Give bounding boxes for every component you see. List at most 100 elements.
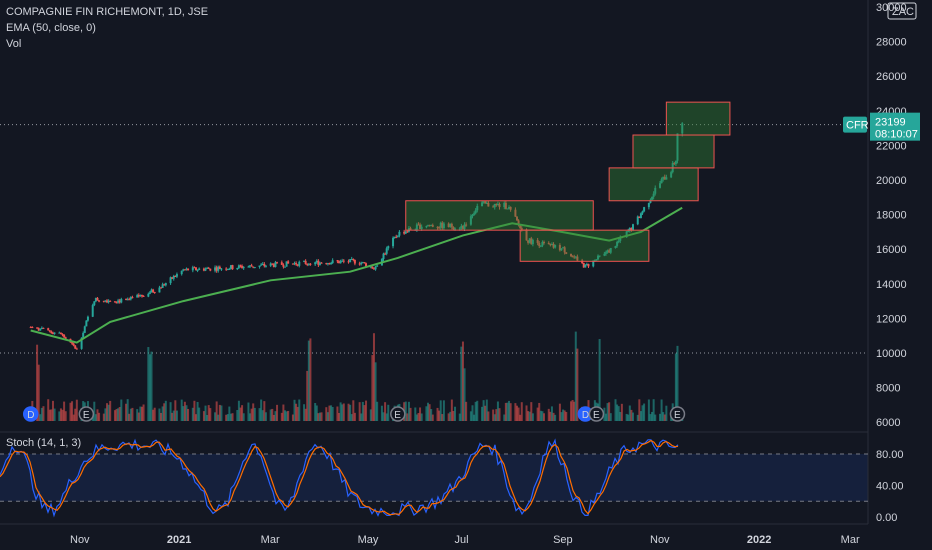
candle-body	[385, 248, 388, 254]
y-tick-label: 8000	[876, 383, 900, 395]
volume-bar	[161, 406, 164, 421]
candle-body	[608, 250, 611, 253]
candle-body	[514, 209, 517, 217]
candle-body	[50, 331, 53, 334]
candle-body	[631, 224, 634, 231]
volume-bar	[674, 353, 677, 421]
y-tick-label: 6000	[876, 417, 900, 429]
candle-body	[131, 297, 134, 299]
candle-body	[395, 236, 398, 238]
candle-body	[150, 289, 153, 293]
volume-bar	[326, 412, 329, 421]
volume-bar	[249, 413, 252, 421]
candle-body	[53, 332, 56, 334]
volume-bar	[187, 408, 190, 421]
candle-body	[303, 260, 306, 262]
candle-body	[214, 267, 217, 271]
volume-bar	[482, 400, 485, 421]
candle-body	[525, 229, 528, 241]
candle-body	[495, 203, 498, 205]
volume-bar	[492, 409, 495, 421]
candle-body	[415, 224, 418, 230]
volume-bar	[465, 401, 468, 421]
volume-bar	[630, 409, 633, 421]
candle-body	[593, 259, 596, 261]
y-tick-label: 30000	[876, 2, 907, 14]
candle-body	[465, 224, 468, 226]
candle-body	[59, 332, 62, 335]
candle-body	[438, 227, 441, 229]
volume-bar	[643, 403, 646, 421]
volume-bar	[425, 406, 428, 421]
candle-body	[330, 263, 333, 265]
volume-bar	[75, 399, 78, 421]
candle-body	[198, 268, 201, 270]
y-tick-label: 28000	[876, 37, 907, 49]
volume-bar	[651, 411, 654, 421]
volume-bar	[303, 404, 306, 421]
volume-bar	[72, 414, 75, 421]
candle-body	[261, 264, 264, 266]
volume-bar	[180, 399, 183, 421]
candle-body	[120, 299, 123, 303]
volume-bar	[252, 403, 255, 421]
candle-body	[338, 261, 341, 264]
volume-bar	[140, 406, 143, 421]
volume-bar	[616, 404, 619, 421]
candle-body	[587, 264, 590, 267]
volume-bar	[320, 412, 323, 421]
volume-bar	[530, 402, 533, 421]
volume-bar	[182, 406, 185, 421]
volume-bar	[109, 400, 112, 421]
candle-body	[48, 330, 51, 332]
volume-bar	[473, 414, 476, 421]
volume-bar	[528, 411, 531, 421]
candle-body	[450, 223, 453, 228]
volume-bar	[452, 411, 455, 421]
volume-bar	[461, 341, 464, 421]
candle-body	[220, 268, 223, 270]
candle-body	[562, 247, 565, 249]
volume-bar	[406, 413, 409, 421]
volume-bar	[272, 414, 275, 421]
volume-bar	[51, 400, 54, 421]
zone-box	[632, 134, 715, 169]
candle-body	[458, 228, 461, 230]
candle-body	[320, 262, 323, 264]
candle-body	[550, 244, 553, 246]
candle-body	[527, 240, 530, 243]
candle-body	[506, 208, 509, 210]
volume-bar	[419, 407, 422, 421]
volume-bar	[50, 409, 53, 421]
volume-bar	[261, 410, 264, 421]
volume-bar	[631, 412, 634, 421]
event-marker-e	[669, 406, 686, 422]
volume-bar	[215, 401, 218, 421]
volume-bar	[382, 412, 385, 421]
volume-bar	[496, 401, 499, 421]
volume-bar	[148, 354, 151, 421]
candle-body	[347, 261, 350, 263]
volume-bar	[562, 409, 565, 421]
y-tick-label: 22000	[876, 140, 907, 152]
volume-bar	[61, 409, 64, 421]
volume-bar	[236, 410, 239, 421]
candle-body	[539, 245, 542, 247]
candle-body	[639, 213, 642, 218]
volume-bar	[126, 399, 129, 421]
candle-body	[161, 284, 164, 288]
volume-bar	[371, 355, 374, 421]
volume-bar	[169, 402, 172, 421]
candle-body	[107, 300, 110, 303]
candle-body	[436, 226, 439, 228]
candle-body	[72, 343, 75, 346]
volume-bar	[550, 406, 553, 421]
candle-body	[663, 176, 666, 180]
candle-body	[520, 228, 523, 230]
volume-bar	[63, 401, 66, 421]
volume-bar	[543, 413, 545, 421]
candle-body	[342, 260, 345, 262]
volume-bar	[158, 408, 161, 421]
candle-body	[174, 275, 177, 277]
